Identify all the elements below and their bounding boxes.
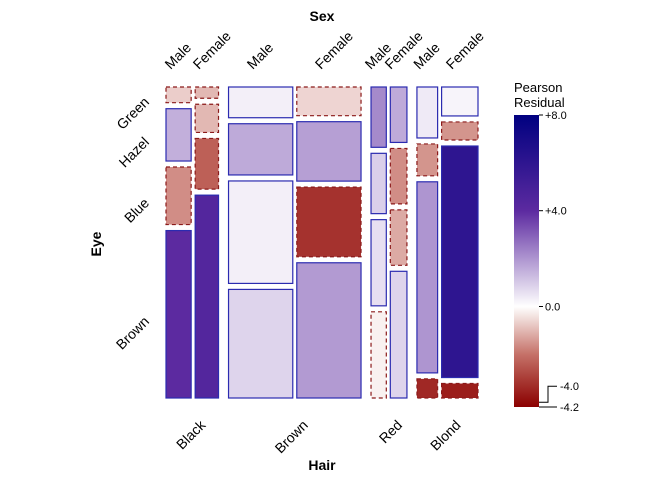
tile-blond-female-green — [441, 86, 479, 117]
tile-red-male-green — [370, 86, 387, 148]
legend-tick-label: +4.0 — [545, 206, 567, 218]
eye-label-green: Green — [113, 94, 152, 133]
tile-black-male-blue — [165, 166, 192, 226]
tile-blond-female-hazel — [441, 121, 479, 141]
tile-blond-male-blue — [416, 181, 439, 374]
top-axis-title: Sex — [310, 8, 335, 24]
color-legend: Pearson Residual +8.0 +4.0 0.0 -4.0 -4.2 — [514, 80, 579, 414]
mosaic-tiles — [165, 86, 479, 399]
legend-title-line-2: Residual — [514, 95, 565, 110]
tile-red-female-blue — [389, 209, 408, 266]
tile-blond-male-brown — [416, 378, 439, 399]
sex-label-black-female: Female — [190, 28, 234, 72]
tile-black-female-brown — [194, 194, 220, 399]
eye-label-brown: Brown — [113, 313, 152, 352]
sex-label-brown-male: Male — [244, 39, 277, 72]
tile-black-male-green — [165, 86, 192, 104]
legend-tick: -4.0 — [539, 381, 579, 403]
tile-blond-female-blue — [441, 145, 479, 379]
legend-ticks: +8.0 +4.0 0.0 -4.0 -4.2 — [539, 110, 579, 414]
tile-red-male-hazel — [370, 152, 387, 215]
tile-brown-female-brown — [296, 262, 362, 399]
sex-label-blond-female: Female — [443, 28, 487, 72]
hair-label-black: Black — [173, 416, 209, 452]
legend-tick-label: +8.0 — [545, 110, 567, 122]
tile-black-male-brown — [165, 229, 192, 399]
sex-label-brown-female: Female — [312, 28, 356, 72]
legend-tick: -4.2 — [539, 402, 579, 414]
legend-tick-label: -4.0 — [560, 381, 579, 393]
tile-red-male-blue — [370, 219, 387, 307]
legend-color-bar — [514, 115, 539, 407]
legend-tick-label: -4.2 — [560, 402, 579, 414]
tile-red-female-hazel — [389, 147, 408, 205]
tile-red-female-brown — [389, 270, 408, 399]
tile-brown-male-green — [227, 86, 294, 119]
tile-red-male-brown — [370, 311, 387, 399]
x-axis-title: Hair — [308, 457, 336, 473]
legend-tick-label: 0.0 — [545, 302, 560, 314]
hair-label-brown: Brown — [272, 417, 311, 456]
tile-brown-male-blue — [227, 180, 294, 285]
tile-black-male-hazel — [165, 108, 192, 162]
legend-tick-line — [539, 385, 557, 403]
tile-brown-male-hazel — [227, 123, 294, 176]
sex-label-black-male: Male — [161, 39, 194, 72]
legend-tick: 0.0 — [539, 302, 560, 314]
y-axis-title: Eye — [88, 231, 104, 256]
legend-tick: +8.0 — [539, 110, 567, 122]
eye-label-hazel: Hazel — [115, 134, 152, 171]
tile-brown-female-green — [296, 86, 362, 117]
tile-black-female-blue — [194, 137, 220, 190]
legend-tick: +4.0 — [539, 206, 567, 218]
tile-red-female-green — [389, 86, 408, 144]
tile-brown-female-blue — [296, 186, 362, 258]
hair-label-blond: Blond — [427, 417, 464, 454]
tile-black-female-hazel — [194, 103, 220, 134]
tile-black-female-green — [194, 86, 220, 99]
tile-blond-male-hazel — [416, 143, 439, 177]
eye-label-blue: Blue — [121, 194, 152, 225]
hair-label-red: Red — [376, 417, 405, 446]
tile-brown-female-hazel — [296, 121, 362, 182]
legend-title-line-1: Pearson — [514, 80, 562, 95]
tile-blond-male-green — [416, 86, 439, 139]
tile-blond-female-brown — [441, 382, 479, 399]
tile-brown-male-brown — [227, 288, 294, 399]
